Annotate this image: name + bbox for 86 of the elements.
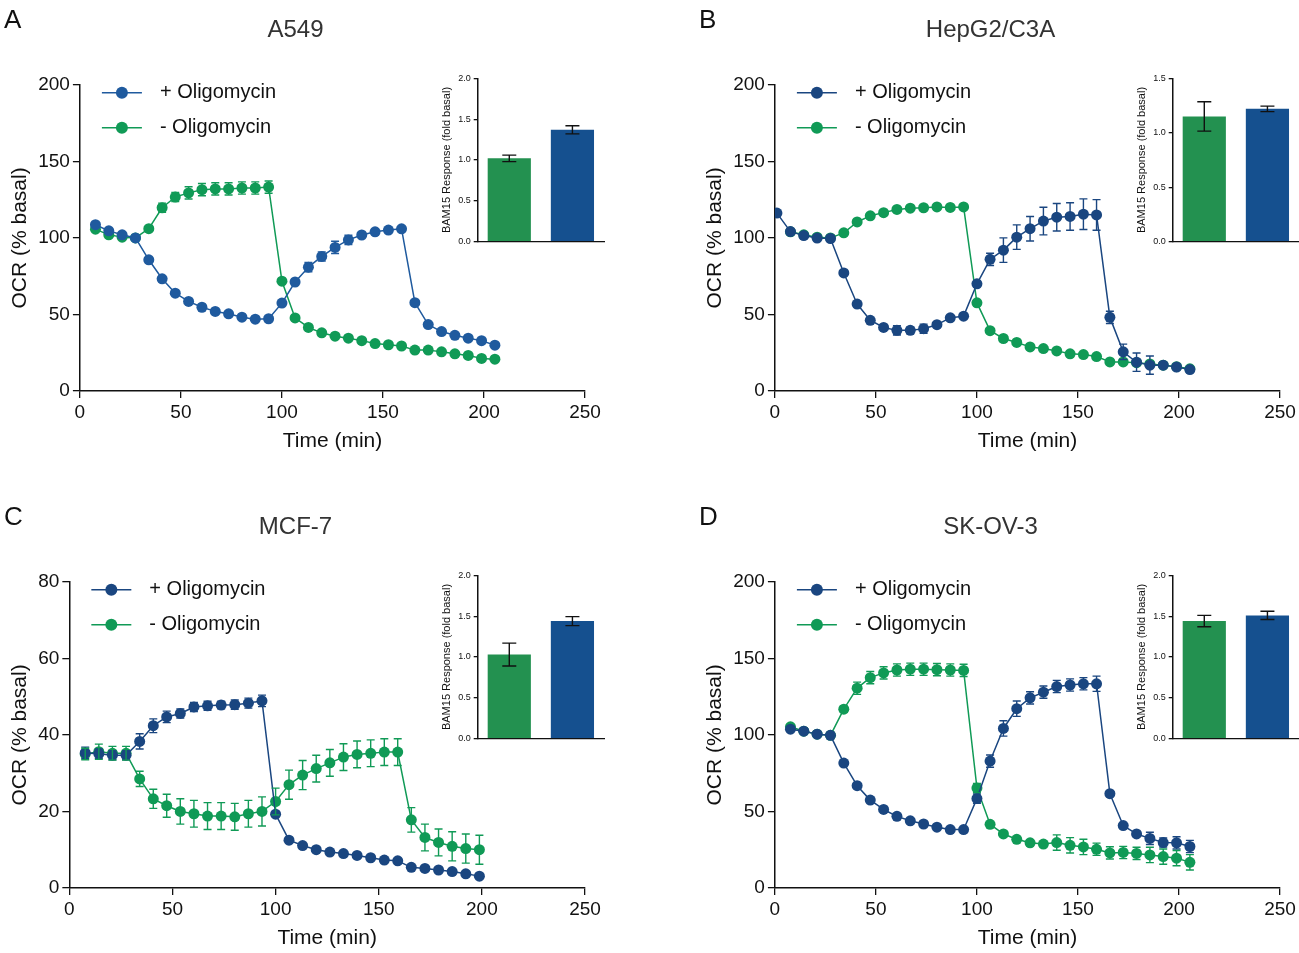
x-tick-label: 150 xyxy=(1062,400,1094,422)
y-axis-title: BAM15 Response (fold basal) xyxy=(1134,583,1147,731)
y-tick-label: 150 xyxy=(733,149,765,171)
legend-label: - Oligomycin xyxy=(149,612,261,635)
y-tick-label: 40 xyxy=(38,723,60,745)
x-tick-label: 100 xyxy=(259,897,292,919)
y-tick-label: 2.0 xyxy=(1153,569,1166,580)
x-tick-label: 150 xyxy=(367,400,399,422)
legend-label: + Oligomycin xyxy=(854,577,972,600)
y-tick-label: 1.5 xyxy=(458,113,471,124)
text: B xyxy=(699,4,717,35)
x-tick-label: 100 xyxy=(961,400,993,422)
y-tick-label: 1.5 xyxy=(458,610,471,621)
text: A xyxy=(4,4,22,35)
y-axis-title: OCR (% basal) xyxy=(702,167,726,309)
y-tick-label: 50 xyxy=(743,799,765,821)
chart-title: A549 xyxy=(267,15,324,43)
y-tick-label: 1.5 xyxy=(1153,610,1166,621)
y-tick-label: 1.0 xyxy=(1153,127,1166,138)
y-tick-label: 100 xyxy=(733,226,765,248)
y-tick-label: 0.0 xyxy=(458,733,471,744)
y-axis-title: BAM15 Response (fold basal) xyxy=(1134,86,1147,234)
chart-title: MCF-7 xyxy=(258,512,333,540)
y-axis-title: BAM15 Response (fold basal) xyxy=(439,86,452,234)
text: C xyxy=(4,501,23,532)
y-tick-label: 20 xyxy=(38,799,60,821)
y-tick-label: 2.0 xyxy=(458,569,471,580)
y-tick-label: 1.0 xyxy=(458,154,471,165)
y-tick-label: 0.0 xyxy=(1153,733,1166,744)
legend-label: + Oligomycin xyxy=(159,80,277,103)
chart-title: HepG2/C3A xyxy=(925,15,1056,43)
x-tick-label: 50 xyxy=(865,897,887,919)
y-tick-label: 150 xyxy=(733,646,765,668)
y-tick-label: 0 xyxy=(754,876,765,898)
y-tick-label: 0 xyxy=(59,379,70,401)
chart-title: SK-OV-3 xyxy=(943,512,1038,540)
y-tick-label: 2.0 xyxy=(458,72,471,83)
y-tick-label: 1.0 xyxy=(1153,651,1166,662)
y-tick-label: 50 xyxy=(743,302,765,324)
y-tick-label: 0.5 xyxy=(1153,181,1166,192)
y-tick-label: 150 xyxy=(38,149,70,171)
legend-label: - Oligomycin xyxy=(854,115,967,138)
x-tick-label: 0 xyxy=(74,400,86,422)
x-tick-label: 100 xyxy=(961,897,993,919)
y-tick-label: 0 xyxy=(48,876,60,898)
x-tick-label: 50 xyxy=(865,400,887,422)
y-tick-label: 100 xyxy=(38,226,70,248)
y-axis-title: BAM15 Response (fold basal) xyxy=(439,583,452,731)
legend-label: + Oligomycin xyxy=(149,577,266,600)
x-tick-label: 0 xyxy=(769,897,781,919)
x-tick-label: 50 xyxy=(170,400,192,422)
y-tick-label: 80 xyxy=(38,570,60,592)
y-tick-label: 0 xyxy=(754,379,765,401)
y-axis-title: OCR (% basal) xyxy=(702,664,726,806)
y-tick-label: 1.5 xyxy=(1153,72,1166,83)
x-axis-title: Time (min) xyxy=(977,428,1078,452)
y-axis-title: OCR (% basal) xyxy=(7,664,31,806)
x-tick-label: 100 xyxy=(266,400,298,422)
y-tick-label: 200 xyxy=(733,73,765,95)
text: D xyxy=(699,501,718,532)
y-tick-label: 200 xyxy=(733,570,765,592)
y-tick-label: 200 xyxy=(38,73,70,95)
legend-label: - Oligomycin xyxy=(854,612,967,635)
y-tick-label: 60 xyxy=(38,646,60,668)
y-tick-label: 0.5 xyxy=(458,195,471,206)
y-tick-label: 1.0 xyxy=(458,651,471,662)
y-tick-label: 0.5 xyxy=(458,692,471,703)
x-tick-label: 50 xyxy=(161,897,184,919)
x-tick-label: 250 xyxy=(1264,400,1296,422)
legend-label: + Oligomycin xyxy=(854,80,972,103)
y-tick-label: 0.5 xyxy=(1153,692,1166,703)
legend-label: - Oligomycin xyxy=(159,115,272,138)
x-tick-label: 0 xyxy=(769,400,781,422)
x-axis-title: Time (min) xyxy=(282,428,383,452)
x-tick-label: 250 xyxy=(569,897,601,919)
x-tick-label: 250 xyxy=(1264,897,1296,919)
x-axis-title: Time (min) xyxy=(277,925,377,949)
y-tick-label: 0.0 xyxy=(458,236,471,247)
y-tick-label: 0.0 xyxy=(1153,236,1166,247)
y-tick-label: 50 xyxy=(48,302,70,324)
x-tick-label: 150 xyxy=(1062,897,1094,919)
x-tick-label: 250 xyxy=(569,400,601,422)
y-tick-label: 100 xyxy=(733,723,765,745)
x-axis-title: Time (min) xyxy=(977,925,1078,949)
x-tick-label: 150 xyxy=(362,897,395,919)
y-axis-title: OCR (% basal) xyxy=(7,167,31,309)
